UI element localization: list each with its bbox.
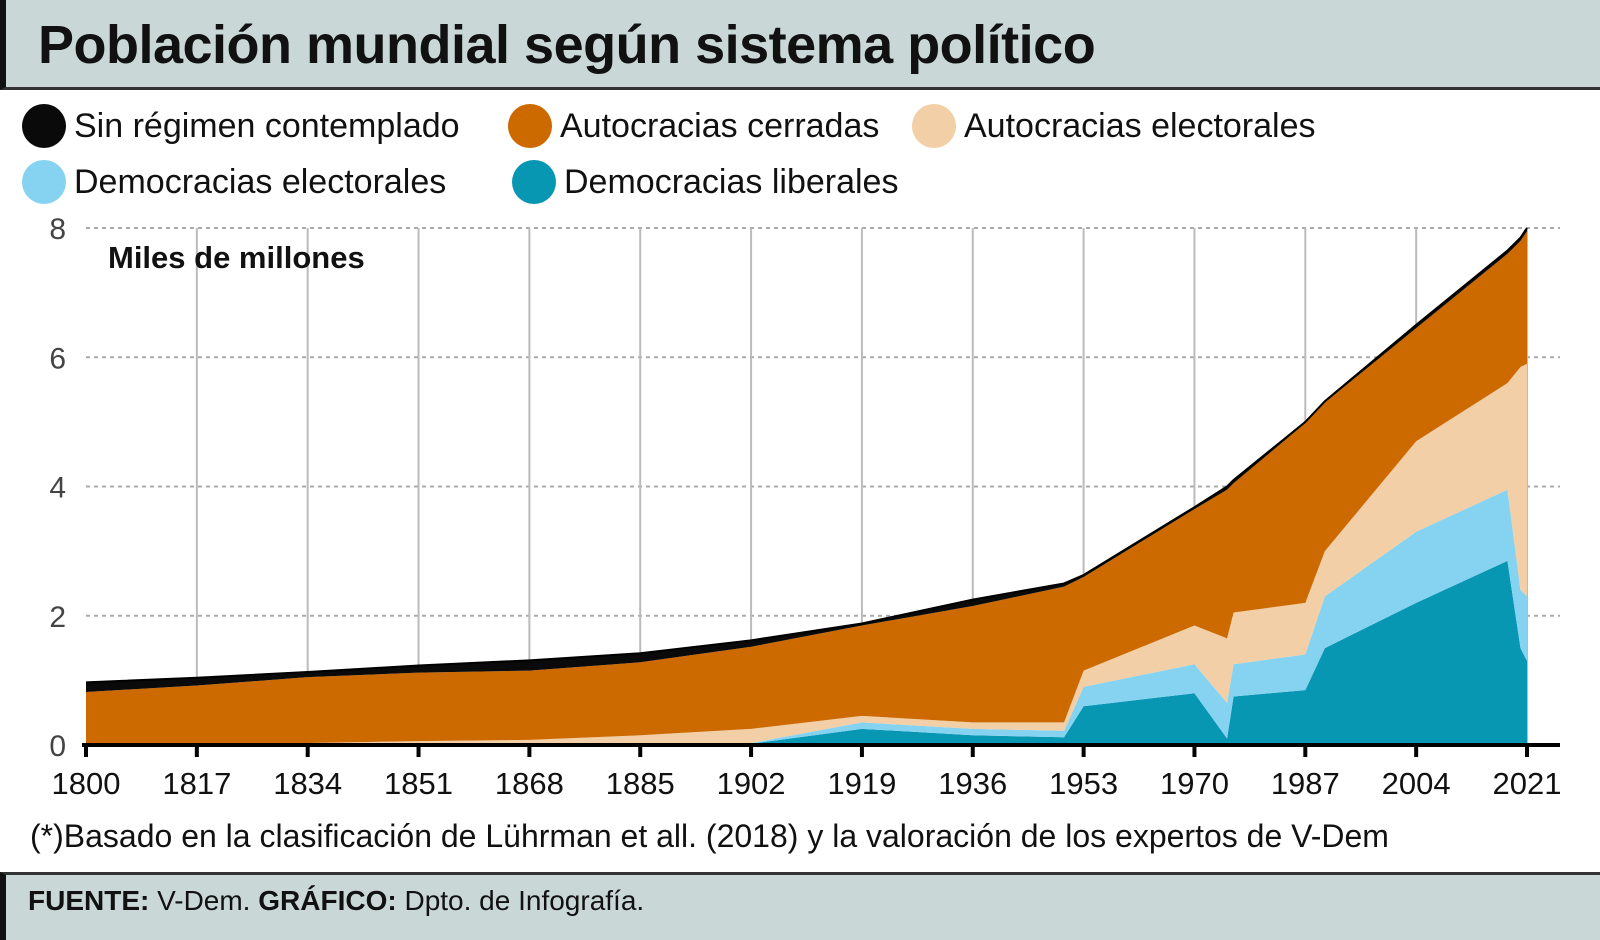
y-tick-label: 4 (49, 472, 66, 505)
x-tick-label: 2004 (1382, 766, 1451, 801)
legend-item-sin-regimen: Sin régimen contemplado (22, 104, 460, 148)
legend-label: Democracias electorales (74, 162, 447, 201)
x-tick-label: 1987 (1271, 766, 1340, 801)
x-tick-label: 1868 (495, 766, 564, 801)
x-tick-label: 1800 (52, 766, 121, 801)
legend-swatch (508, 104, 552, 148)
x-tick-label: 1970 (1160, 766, 1229, 801)
source-value: V-Dem. (157, 885, 251, 916)
y-axis-label: Miles de millones (108, 240, 365, 275)
legend-label: Sin régimen contemplado (74, 106, 460, 145)
x-tick-label: 1834 (273, 766, 342, 801)
y-tick-label: 2 (49, 601, 66, 634)
title-bar: Población mundial según sistema político (0, 0, 1600, 90)
graphic-value: Dpto. de Infografía. (404, 885, 645, 916)
legend-item-democracias-liberales: Democracias liberales (512, 160, 898, 204)
legend-swatch (912, 104, 956, 148)
legend-item-democracias-electorales: Democracias electorales (22, 160, 446, 204)
x-tick-label: 1919 (827, 766, 896, 801)
x-tick-label: 1817 (162, 766, 231, 801)
legend-item-autocracias-cerradas: Autocracias cerradas (508, 104, 879, 148)
footnote: (*)Basado en la clasificación de Lührman… (30, 818, 1389, 854)
legend-label: Autocracias electorales (964, 106, 1316, 145)
x-tick-label: 1902 (717, 766, 786, 801)
x-tick-label: 1953 (1049, 766, 1118, 801)
graphic-label: GRÁFICO: (258, 885, 397, 916)
y-tick-label: 0 (49, 730, 66, 763)
legend-item-autocracias-electorales: Autocracias electorales (912, 104, 1316, 148)
legend-label: Autocracias cerradas (560, 106, 880, 145)
total-outline (85, 227, 1528, 684)
y-tick-label: 8 (49, 213, 66, 246)
area-democracias-electorales (86, 489, 1527, 745)
legend-swatch (512, 160, 556, 204)
area-democracias-liberales (86, 560, 1527, 745)
x-tick-label: 1851 (384, 766, 453, 801)
legend-swatch (22, 160, 66, 204)
footer-bar: FUENTE: V-Dem. GRÁFICO: Dpto. de Infogra… (0, 872, 1600, 940)
x-tick-label: 1936 (938, 766, 1007, 801)
x-tick-label: 2021 (1493, 766, 1562, 801)
chart-title: Población mundial según sistema político (38, 15, 1096, 75)
area-autocracias-cerradas (86, 231, 1527, 745)
legend-swatch (22, 104, 66, 148)
y-tick-label: 6 (49, 342, 66, 375)
legend-label: Democracias liberales (564, 162, 899, 201)
x-tick-label: 1885 (606, 766, 675, 801)
area-autocracias-electorales (86, 363, 1527, 745)
source-label: FUENTE: (28, 885, 150, 916)
